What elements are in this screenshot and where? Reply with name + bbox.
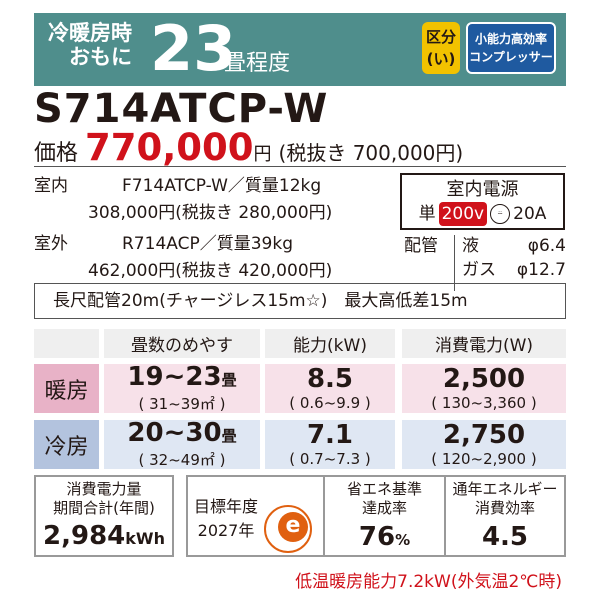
banner-caption: 冷暖房時 おもに [48,21,132,69]
divider [323,477,325,555]
class-badge: 区分 (い) [422,22,460,74]
liquid-label: 液 [462,236,479,256]
achievement-unit: % [395,531,411,549]
outdoor-price: 462,000円(税抜き 420,000円) [88,261,333,281]
banner-line2: おもに [69,45,132,69]
tatami-value: 19~23 [127,362,222,392]
power-value: 2,750 [442,419,526,450]
achievement-line1: 省エネ基準 [346,480,422,498]
annual-line2: 期間合計(年間) [53,499,155,517]
energy-label-box: 目標年度 2027年 省エネ基準 達成率 76% 通年エネルギー 消費効率 4.5 [186,475,566,557]
compressor-line1: 小能力高効率 [474,32,547,46]
table-header: 畳数のめやす [104,329,260,358]
annual-line1: 消費電力量 [66,480,142,498]
price-yen: 円 [253,144,272,165]
long-piping-note: 長尺配管20m(チャージレス15m☆) 最大高低差15m [34,283,566,319]
compressor-badge: 小能力高効率 コンプレッサー [466,22,556,74]
table-header: 消費電力(W) [402,329,566,358]
achievement-line2: 達成率 [361,499,407,517]
target-line2: 2027年 [197,521,255,540]
indoor-price: 308,000円(税抜き 280,000円) [88,203,333,223]
class-label: 区分 [425,28,456,46]
divider [454,235,455,291]
price-value: 770,000 [85,126,254,169]
power-range: ( 120~2,900 ) [431,449,537,468]
plug-icon: ⍨ [490,204,511,224]
table-cell: 7.1( 0.7~7.3 ) [265,420,395,469]
class-value: (い) [426,50,456,68]
table-corner [34,329,99,358]
piping-spec: 配管 液 φ6.4 ガス φ12.7 [404,233,566,291]
compressor-line2: コンプレッサー [469,50,553,64]
model-number: S714ATCP-W [34,86,329,132]
banner-line1: 冷暖房時 [48,21,132,45]
row-label-cooling: 冷房 [34,420,99,469]
apf-line1: 通年エネルギー [452,480,558,498]
energy-saving-mark-icon: e [264,505,312,553]
target-line1: 目標年度 [194,497,259,516]
power-phase: 単 [418,204,436,224]
capacity-range: ( 0.7~7.3 ) [289,449,371,468]
power-title: 室内電源 [446,179,519,200]
indoor-unit: 室内 F714ATCP-W／質量12kg [34,175,321,197]
apf-value: 4.5 [481,522,529,552]
row-label-heating: 暖房 [34,364,99,413]
table-cell: 8.5( 0.6~9.9 ) [265,364,395,413]
outdoor-model: R714ACP／質量39kg [122,234,293,254]
capacity-range: ( 0.6~9.9 ) [289,393,371,412]
table-cell: 20~30畳 ( 32~49㎡ ) [104,418,260,469]
table-header: 能力(kW) [265,329,395,358]
banner-size: 23 [150,12,237,85]
gas-label: ガス [462,260,496,280]
power-supply-box: 室内電源 単 200v ⍨ 20A [400,173,565,230]
price-label: 価格 [34,141,79,166]
indoor-model: F714ATCP-W／質量12kg [122,176,322,196]
outdoor-label: 室外 [34,234,68,254]
outdoor-unit: 室外 R714ACP／質量39kg [34,233,293,255]
tatami-unit: 畳 [221,371,237,389]
annual-unit: kWh [125,529,165,548]
low-temp-heating-note: 低温暖房能力7.2kW(外気温2℃時) [295,572,562,592]
achievement-value: 76 [358,522,396,552]
banner-unit: 畳程度 [224,51,291,76]
capacity-value: 7.1 [306,419,354,450]
tatami-value: 20~30 [127,418,222,448]
liquid-diameter: φ6.4 [527,236,566,256]
table-cell: 2,500( 130~3,360 ) [402,364,566,413]
power-amp: 20A [513,204,547,224]
table-cell: 2,750( 120~2,900 ) [402,420,566,469]
power-range: ( 130~3,360 ) [431,393,537,412]
apf-line2: 消費効率 [474,499,535,517]
divider [34,166,566,167]
divider [444,477,446,555]
power-value: 2,500 [442,363,526,394]
annual-consumption-box: 消費電力量 期間合計(年間) 2,984kWh [34,475,174,557]
gas-diameter: φ12.7 [516,260,566,280]
price-row: 価格 770,000円 (税抜き 700,000円) [34,129,464,173]
annual-value: 2,984 [43,521,126,551]
power-voltage: 200v [438,202,488,226]
price-tax-excluded: (税抜き 700,000円) [278,141,464,165]
capacity-value: 8.5 [306,363,354,394]
capacity-banner: 冷暖房時 おもに 23 畳程度 区分 (い) 小能力高効率 コンプレッサー [34,13,566,86]
indoor-label: 室内 [34,176,68,196]
tatami-unit: 畳 [221,427,237,445]
table-cell: 19~23畳 ( 31~39㎡ ) [104,362,260,413]
area-range: ( 32~49㎡ ) [138,451,226,469]
area-range: ( 31~39㎡ ) [138,395,226,413]
e-mark: e [278,512,308,542]
piping-label: 配管 [404,236,438,256]
